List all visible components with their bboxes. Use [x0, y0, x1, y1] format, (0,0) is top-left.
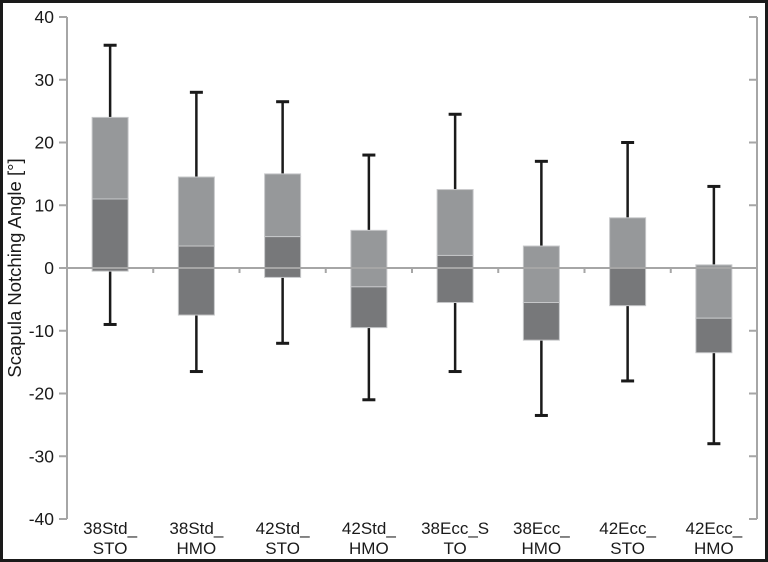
box-lower-quartile [436, 254, 474, 304]
y-tick-label: 40 [35, 7, 55, 27]
x-category-label-line1: 42Ecc_ [686, 519, 743, 538]
x-category-label-line1: 38Ecc_ [513, 519, 570, 538]
x-category-label-line2: STO [610, 539, 645, 558]
y-tick-label: 0 [44, 258, 54, 278]
y-tick-label: -10 [29, 321, 55, 341]
box-upper-quartile [436, 189, 474, 256]
box-lower-quartile [695, 317, 733, 354]
x-category-label-line1: 38Std_ [83, 519, 137, 538]
x-category-label-line2: STO [265, 539, 300, 558]
box-upper-quartile [350, 229, 388, 288]
box-upper-quartile [695, 264, 733, 319]
y-tick-label: 30 [35, 70, 55, 90]
x-category-label-line2: HMO [694, 539, 734, 558]
box-upper-quartile [177, 176, 215, 247]
x-category-label-line2: HMO [522, 539, 562, 558]
x-category-label-line1: 38Ecc_S [421, 519, 489, 538]
x-category-label-line1: 42Std_ [342, 519, 396, 538]
x-category-label-line2: HMO [349, 539, 389, 558]
x-category-label-line2: TO [443, 539, 466, 558]
box-lower-quartile [350, 286, 388, 329]
x-category-label-line1: 42Ecc_ [599, 519, 656, 538]
y-tick-label: -20 [29, 384, 55, 404]
box-upper-quartile [91, 116, 129, 200]
y-tick-label: 20 [35, 133, 55, 153]
box-lower-quartile [609, 267, 647, 307]
box-lower-quartile [522, 302, 560, 341]
box-upper-quartile [609, 217, 647, 269]
box-lower-quartile [264, 236, 302, 278]
box-upper-quartile [264, 173, 302, 238]
box-lower-quartile [91, 198, 129, 272]
box-lower-quartile [177, 245, 215, 316]
y-tick-label: -40 [29, 509, 55, 529]
y-axis-title: Scapula Notching Angle [°] [4, 158, 25, 377]
x-category-label-line2: STO [93, 539, 128, 558]
box-upper-quartile [522, 245, 560, 304]
x-category-label-line1: 38Std_ [169, 519, 223, 538]
y-tick-label: 10 [35, 195, 55, 215]
y-tick-label: -30 [29, 446, 55, 466]
x-category-label-line1: 42Std_ [256, 519, 310, 538]
x-category-label-line2: HMO [177, 539, 217, 558]
